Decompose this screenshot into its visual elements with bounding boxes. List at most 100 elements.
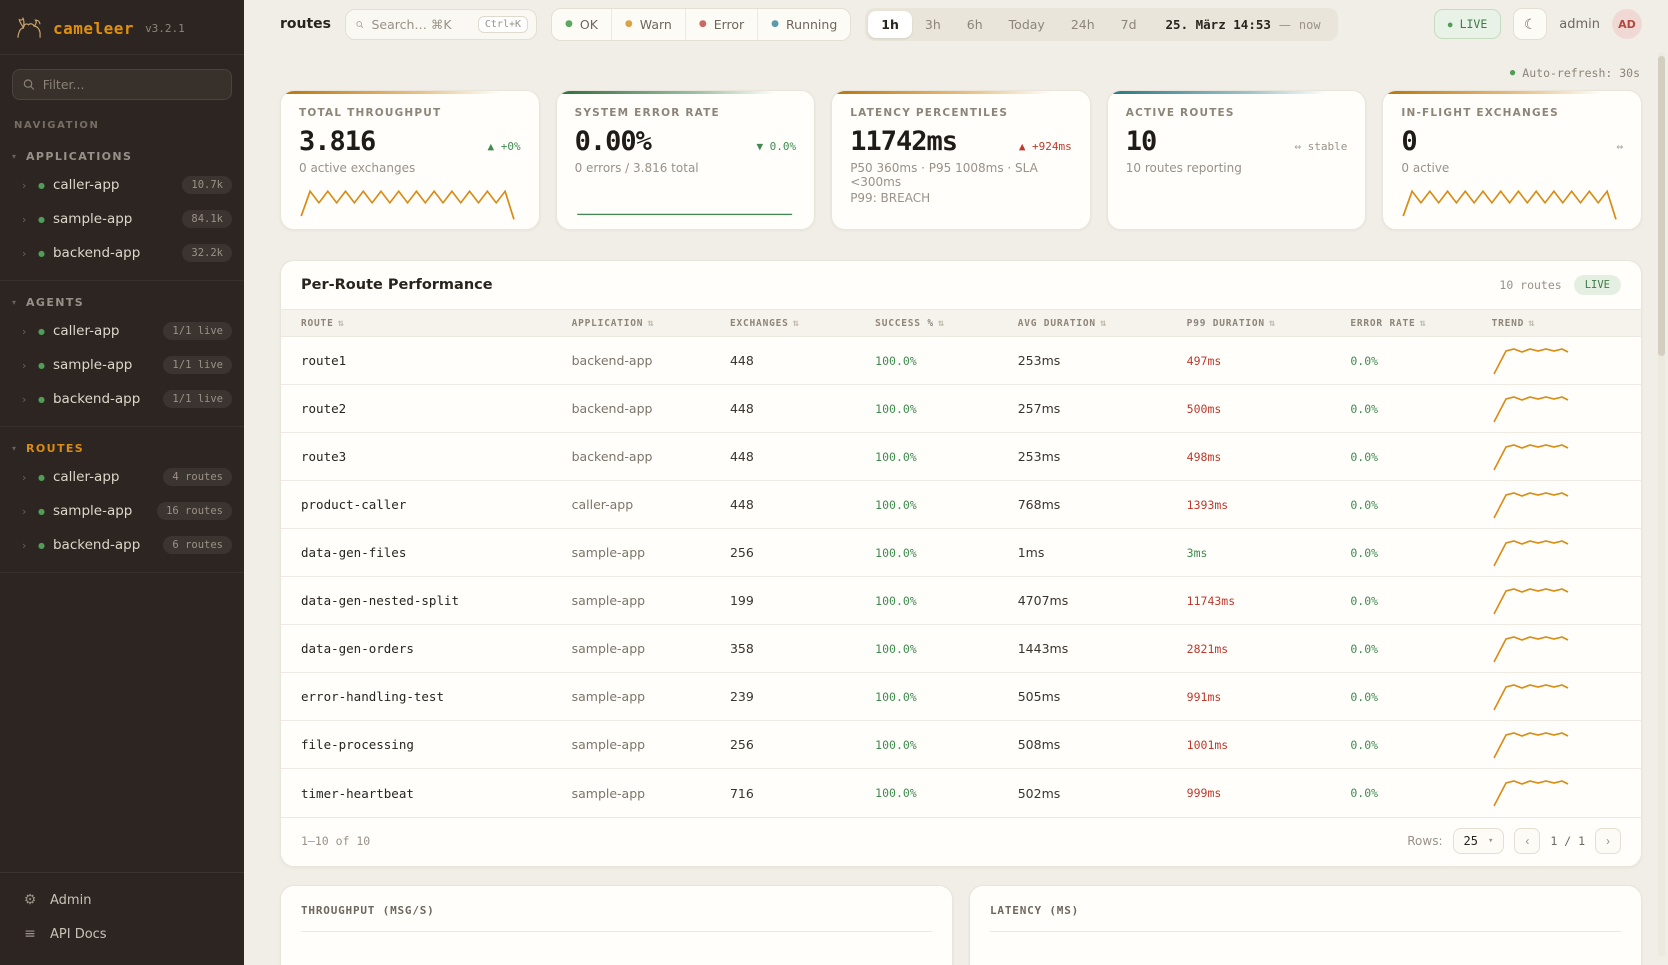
prev-page-button[interactable]: ‹ [1514, 828, 1541, 854]
range-button-6h[interactable]: 6h [954, 11, 996, 38]
table-row-route1[interactable]: route1 backend-app 448 100.0% 253ms 497ms 0.0% [281, 337, 1641, 385]
sort-icon: ⇅ [337, 317, 345, 329]
column-header-success-[interactable]: SUCCESS % ⇅ [875, 318, 1018, 329]
cell-avg-duration: 508ms [1017, 737, 1061, 752]
search-input[interactable] [371, 16, 470, 32]
sidebar-footer-admin[interactable]: ⚙ Admin [0, 883, 244, 917]
cell-route: route3 [301, 449, 347, 464]
sidebar-section-header-routes[interactable]: ▾ ROUTES [0, 433, 244, 460]
column-header-error-rate[interactable]: ERROR RATE ⇅ [1350, 318, 1491, 329]
sidebar-item-sample-app[interactable]: › ● sample-app 16 routes [0, 494, 244, 528]
filter-chip-warn[interactable]: ● Warn [612, 8, 686, 40]
column-header-label: ERROR RATE [1350, 317, 1416, 329]
sidebar-item-sample-app[interactable]: › ● sample-app 84.1k [0, 202, 244, 236]
sparkline [1492, 395, 1568, 422]
kpi-sparkline [1401, 183, 1623, 221]
table-row-route3[interactable]: route3 backend-app 448 100.0% 253ms 498ms 0.0% [281, 433, 1641, 481]
search-box[interactable]: Ctrl+K [345, 8, 538, 40]
collapse-icon: ▾ [12, 298, 17, 307]
column-header-label: TREND [1491, 317, 1525, 329]
cell-application: sample-app [571, 593, 646, 608]
cell-exchanges: 199 [729, 593, 754, 608]
cell-p99-duration: 500ms [1186, 401, 1222, 416]
cell-trend-sparkline [1492, 536, 1621, 570]
chevron-right-icon: › [22, 538, 27, 552]
filter-chip-error[interactable]: ● Error [686, 8, 759, 40]
sidebar-filter[interactable] [12, 69, 232, 100]
cell-exchanges: 448 [729, 401, 754, 416]
kpi-card-active-routes: ACTIVE ROUTES 10 ⇔ stable 10 routes reporti… [1106, 90, 1367, 230]
sidebar-item-badge: 4 routes [163, 468, 232, 486]
table-row-data-gen-orders[interactable]: data-gen-orders sample-app 358 100.0% 1443ms… [281, 625, 1641, 673]
cell-success: 100.0% [875, 737, 917, 752]
search-icon [23, 79, 35, 90]
status-dot-icon: ● [38, 394, 45, 404]
column-header-application[interactable]: APPLICATION ⇅ [572, 318, 730, 329]
sidebar-item-backend-app[interactable]: › ● backend-app 6 routes [0, 528, 244, 562]
column-header-route[interactable]: ROUTE ⇅ [301, 318, 572, 329]
status-dot-icon: ● [38, 180, 45, 190]
scrollbar-thumb[interactable] [1658, 56, 1665, 356]
column-header-avg-duration[interactable]: AVG DURATION ⇅ [1018, 318, 1187, 329]
kpi-subtext: P50 360ms · P95 1008ms · SLA <300ms [850, 161, 1038, 189]
date-range-display[interactable]: 25. März 14:53 — now [1150, 17, 1335, 32]
next-page-button[interactable]: › [1595, 828, 1621, 854]
sidebar-item-caller-app[interactable]: › ● caller-app 1/1 live [0, 314, 244, 348]
table-row-product-caller[interactable]: product-caller caller-app 448 100.0% 768ms 13… [281, 481, 1641, 529]
chart-title: THROUGHPUT (MSG/S) [301, 904, 932, 932]
chevron-right-icon: › [22, 212, 27, 226]
range-button-1h[interactable]: 1h [868, 10, 912, 38]
filter-chip-running[interactable]: ● Running [758, 9, 850, 40]
main-area: routes Ctrl+K ●OK●Warn●Error●Running 1h3… [244, 0, 1668, 965]
table-row-timer-heartbeat[interactable]: timer-heartbeat sample-app 716 100.0% 502ms 9… [281, 769, 1641, 817]
range-button-3h[interactable]: 3h [912, 11, 954, 38]
section-label: ROUTES [26, 442, 85, 455]
card-accent-bar [1107, 91, 1366, 94]
range-button-24h[interactable]: 24h [1058, 11, 1108, 38]
sidebar-item-backend-app[interactable]: › ● backend-app 32.2k [0, 236, 244, 270]
sidebar-footer-api-docs[interactable]: ≡ API Docs [0, 917, 244, 951]
table-row-data-gen-files[interactable]: data-gen-files sample-app 256 100.0% 1ms 3ms 0… [281, 529, 1641, 577]
chevron-right-icon: › [22, 470, 27, 484]
column-header-trend[interactable]: TREND ⇅ [1492, 318, 1621, 329]
sidebar-item-caller-app[interactable]: › ● caller-app 10.7k [0, 168, 244, 202]
table-row-error-handling-test[interactable]: error-handling-test sample-app 239 100.0% 50… [281, 673, 1641, 721]
column-header-label: APPLICATION [571, 317, 644, 329]
range-button-today[interactable]: Today [996, 11, 1058, 38]
status-dot-icon: ● [38, 506, 45, 516]
cell-success: 100.0% [875, 545, 917, 560]
scrollbar[interactable] [1658, 52, 1665, 957]
table-row-route2[interactable]: route2 backend-app 448 100.0% 257ms 500ms 0.0% [281, 385, 1641, 433]
column-header-exchanges[interactable]: EXCHANGES ⇅ [730, 318, 875, 329]
sidebar-item-sample-app[interactable]: › ● sample-app 1/1 live [0, 348, 244, 382]
sidebar-section-header-agents[interactable]: ▾ AGENTS [0, 287, 244, 314]
date-to: now [1298, 17, 1321, 32]
kpi-value-row: 11742ms ▲ +924ms [850, 126, 1072, 157]
filter-chip-ok[interactable]: ● OK [552, 8, 612, 40]
cell-application: backend-app [571, 449, 653, 464]
status-dot-icon: ● [38, 214, 45, 224]
sort-icon: ⇅ [1099, 317, 1107, 329]
theme-toggle-button[interactable]: ☾ [1513, 8, 1548, 40]
kpi-sparkline [299, 183, 521, 221]
sidebar-item-caller-app[interactable]: › ● caller-app 4 routes [0, 460, 244, 494]
column-header-p99-duration[interactable]: P99 DURATION ⇅ [1187, 318, 1351, 329]
kpi-sparkline [575, 183, 797, 221]
routes-count: 10 routes [1499, 278, 1562, 292]
username[interactable]: admin [1559, 16, 1600, 32]
avatar[interactable]: AD [1612, 9, 1642, 39]
time-range-group: 1h 3h 6h Today 24h 7d 25. März 14:53 — now [865, 7, 1338, 41]
sidebar-filter-input[interactable] [42, 77, 221, 92]
sidebar-item-badge: 32.2k [182, 244, 232, 262]
sidebar-section-header-applications[interactable]: ▾ APPLICATIONS [0, 141, 244, 168]
range-button-7d[interactable]: 7d [1108, 11, 1150, 38]
sidebar-item-backend-app[interactable]: › ● backend-app 1/1 live [0, 382, 244, 416]
sidebar-item-label: sample-app [52, 357, 133, 373]
live-toggle-button[interactable]: ● LIVE [1433, 9, 1502, 39]
table-row-data-gen-nested-split[interactable]: data-gen-nested-split sample-app 199 100.0%… [281, 577, 1641, 625]
table-row-file-processing[interactable]: file-processing sample-app 256 100.0% 508ms 1… [281, 721, 1641, 769]
sparkline [300, 189, 515, 220]
rows-per-page-select[interactable]: 25 ▾ [1452, 828, 1505, 854]
nav-section-label: NAVIGATION [14, 120, 100, 131]
cell-route: error-handling-test [301, 689, 444, 704]
